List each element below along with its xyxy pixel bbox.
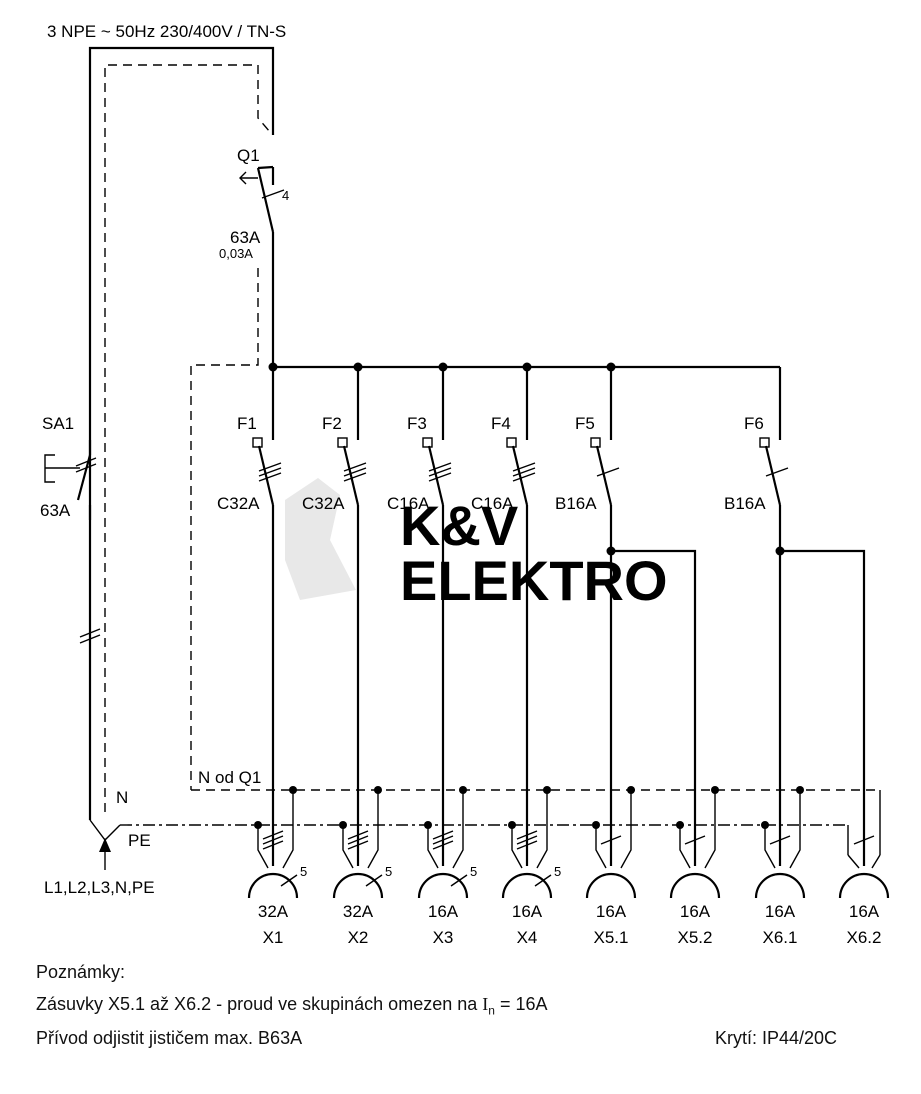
socket-rating: 16A	[428, 902, 459, 921]
breaker-f1: F1 C32A	[217, 367, 282, 820]
notes-current-symbol: I	[482, 994, 489, 1014]
breaker-name: F3	[407, 414, 427, 433]
socket-rating: 16A	[849, 902, 880, 921]
socket-name: X4	[517, 928, 538, 947]
group-distribution	[606, 510, 866, 820]
notes-line-1-prefix: Zásuvky X5.1 až X6.2 - proud ve skupinác…	[36, 994, 483, 1014]
rcd-residual: 0,03A	[219, 246, 253, 261]
notes-line-2: Přívod odjistit jističem max. B63A	[36, 1028, 303, 1048]
main-switch-sa1: SA1 63A	[40, 414, 101, 644]
socket-x6-2: 16A X6.2	[838, 820, 890, 947]
main-switch-name: SA1	[42, 414, 74, 433]
socket-rating: 16A	[596, 902, 627, 921]
supply-label: 3 NPE ~ 50Hz 230/400V / TN-S	[47, 22, 286, 41]
breaker-name: F1	[237, 414, 257, 433]
breaker-name: F5	[575, 414, 595, 433]
socket-x2: 5 32A X2	[332, 786, 392, 947]
notes-current-subscript: n	[488, 1003, 495, 1018]
socket-x6-1: 16A X6.1	[754, 786, 806, 947]
socket-x5-1: 16A X5.1	[585, 786, 637, 947]
breaker-f5: F5 B16A	[555, 367, 620, 513]
socket-wire-count: 5	[470, 864, 477, 879]
incoming-feed: N PE L1,L2,L3,N,PE	[44, 788, 155, 897]
socket-name: X5.1	[594, 928, 629, 947]
watermark-logo: K&V ELEKTRO	[285, 478, 668, 612]
socket-name: X3	[433, 928, 454, 947]
rcd-q1: Q1 4 63A 0,03A	[219, 146, 289, 261]
breaker-f4: F4 C16A	[471, 367, 536, 820]
n-conductor-label: N	[116, 788, 128, 807]
breaker-rating: C32A	[302, 494, 345, 513]
breakers: F1 C32A F2 C32A F3 C16A F4 C16A F5 B16A F6 B16A	[217, 367, 789, 820]
socket-rating: 32A	[258, 902, 289, 921]
socket-name: X1	[263, 928, 284, 947]
breaker-rating: C16A	[471, 494, 514, 513]
rcd-poles: 4	[282, 188, 289, 203]
main-feed-wire	[88, 46, 275, 820]
breaker-name: F2	[322, 414, 342, 433]
pe-rail	[120, 790, 881, 855]
socket-rating: 32A	[343, 902, 374, 921]
n-label: N od Q1	[198, 768, 261, 787]
watermark-line-2: ELEKTRO	[400, 549, 668, 612]
pe-conductor-label: PE	[128, 831, 151, 850]
socket-x5-2: 16A X5.2	[669, 786, 721, 947]
socket-name: X5.2	[678, 928, 713, 947]
breaker-f6: F6 B16A	[724, 367, 789, 513]
notes-heading: Poznámky:	[36, 962, 126, 982]
breaker-rating: B16A	[555, 494, 597, 513]
socket-x3: 5 16A X3	[417, 786, 477, 947]
breaker-rating: C16A	[387, 494, 430, 513]
socket-rating: 16A	[680, 902, 711, 921]
breaker-name: F4	[491, 414, 511, 433]
watermark-line-1: K&V	[400, 494, 518, 557]
breaker-rating: C32A	[217, 494, 260, 513]
breaker-f2: F2 C32A	[302, 367, 367, 820]
socket-wire-count: 5	[300, 864, 307, 879]
socket-name: X6.2	[847, 928, 882, 947]
rcd-rating: 63A	[230, 228, 261, 247]
socket-wire-count: 5	[554, 864, 561, 879]
feed-conductors-label: L1,L2,L3,N,PE	[44, 878, 155, 897]
notes-line-1: Zásuvky X5.1 až X6.2 - proud ve skupinác…	[36, 994, 547, 1018]
protection-rating: Krytí: IP44/20C	[715, 1028, 838, 1048]
breaker-f3: F3 C16A	[387, 367, 452, 820]
breaker-rating: B16A	[724, 494, 766, 513]
breaker-name: F6	[744, 414, 764, 433]
main-switch-rating: 63A	[40, 501, 71, 520]
socket-rating: 16A	[765, 902, 796, 921]
sockets: 532AX1532AX2516AX3516AX416AX5.116AX5.216…	[247, 786, 890, 947]
n-rail: N od Q1	[191, 768, 880, 791]
socket-name: X6.1	[763, 928, 798, 947]
socket-rating: 16A	[512, 902, 543, 921]
socket-x4: 5 16A X4	[501, 786, 561, 947]
notes-line-1-suffix: = 16A	[494, 994, 548, 1014]
socket-wire-count: 5	[385, 864, 392, 879]
rcd-name: Q1	[237, 146, 260, 165]
socket-name: X2	[348, 928, 369, 947]
socket-x1: 5 32A X1	[247, 786, 307, 947]
